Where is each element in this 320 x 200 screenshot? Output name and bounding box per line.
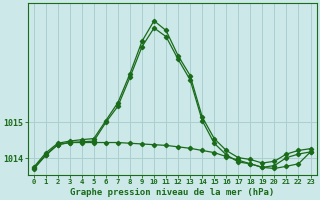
X-axis label: Graphe pression niveau de la mer (hPa): Graphe pression niveau de la mer (hPa) <box>70 188 274 197</box>
